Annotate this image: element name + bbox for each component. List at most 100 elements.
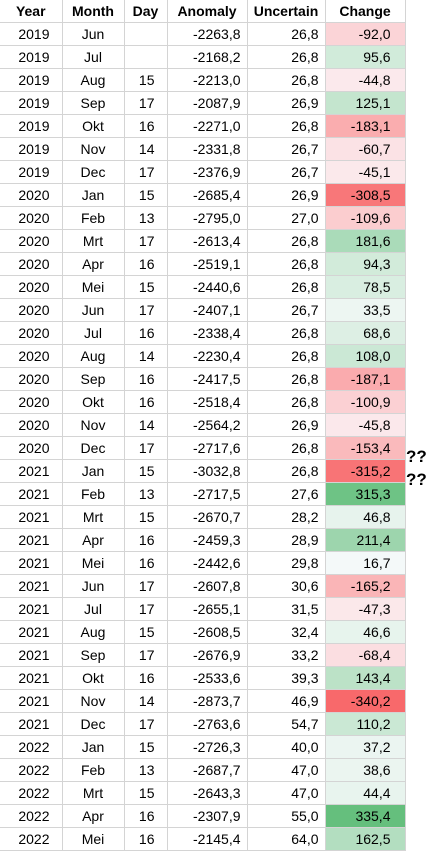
cell-anomaly: -2168,2	[167, 45, 248, 69]
cell-month: Jun	[62, 22, 125, 46]
cell-uncertain: 32,4	[247, 620, 326, 644]
cell-uncertain: 39,3	[247, 666, 326, 690]
cell-month: Sep	[62, 643, 125, 667]
cell-change: -165,2	[325, 574, 406, 598]
cell-month: Dec	[62, 160, 125, 184]
cell-change: 211,4	[325, 528, 406, 552]
header-year: Year	[0, 0, 63, 23]
cell-uncertain: 26,8	[247, 229, 326, 253]
cell-year: 2022	[0, 781, 63, 805]
cell-change: -47,3	[325, 597, 406, 621]
cell-year: 2019	[0, 91, 63, 115]
cell-month: Apr	[62, 528, 125, 552]
cell-year: 2020	[0, 321, 63, 345]
cell-year: 2020	[0, 413, 63, 437]
cell-anomaly: -2726,3	[167, 735, 248, 759]
cell-day: 16	[124, 827, 168, 851]
cell-change: 44,4	[325, 781, 406, 805]
cell-day: 16	[124, 114, 168, 138]
cell-month: Okt	[62, 390, 125, 414]
cell-year: 2020	[0, 344, 63, 368]
cell-change: -68,4	[325, 643, 406, 667]
table-row: 2022 Mei 16 -2145,4 64,0 162,5	[0, 827, 406, 851]
cell-anomaly: -2338,4	[167, 321, 248, 345]
table-row: 2021 Sep 17 -2676,9 33,2 -68,4	[0, 643, 406, 667]
cell-year: 2019	[0, 68, 63, 92]
cell-anomaly: -2608,5	[167, 620, 248, 644]
cell-uncertain: 28,9	[247, 528, 326, 552]
cell-change: -183,1	[325, 114, 406, 138]
cell-day: 15	[124, 735, 168, 759]
cell-year: 2021	[0, 712, 63, 736]
cell-uncertain: 26,8	[247, 275, 326, 299]
cell-anomaly: -2407,1	[167, 298, 248, 322]
cell-month: Aug	[62, 620, 125, 644]
cell-year: 2020	[0, 390, 63, 414]
cell-change: 162,5	[325, 827, 406, 851]
cell-day: 17	[124, 298, 168, 322]
cell-day: 17	[124, 712, 168, 736]
cell-change: -60,7	[325, 137, 406, 161]
cell-year: 2022	[0, 804, 63, 828]
cell-day: 15	[124, 183, 168, 207]
cell-day: 17	[124, 436, 168, 460]
cell-anomaly: -2564,2	[167, 413, 248, 437]
cell-uncertain: 26,9	[247, 413, 326, 437]
cell-anomaly: -2717,6	[167, 436, 248, 460]
cell-day: 16	[124, 528, 168, 552]
cell-uncertain: 26,8	[247, 114, 326, 138]
cell-anomaly: -2442,6	[167, 551, 248, 575]
table-row: 2022 Feb 13 -2687,7 47,0 38,6	[0, 758, 406, 782]
cell-month: Mei	[62, 275, 125, 299]
cell-day: 15	[124, 505, 168, 529]
cell-uncertain: 55,0	[247, 804, 326, 828]
cell-day: 17	[124, 643, 168, 667]
cell-uncertain: 64,0	[247, 827, 326, 851]
cell-day: 14	[124, 137, 168, 161]
cell-uncertain: 26,8	[247, 252, 326, 276]
cell-year: 2021	[0, 597, 63, 621]
cell-anomaly: -2717,5	[167, 482, 248, 506]
table-row: 2022 Mrt 15 -2643,3 47,0 44,4	[0, 781, 406, 805]
cell-day: 13	[124, 758, 168, 782]
cell-change: -153,4	[325, 436, 406, 460]
cell-anomaly: -2643,3	[167, 781, 248, 805]
cell-day: 17	[124, 160, 168, 184]
cell-anomaly: -2670,7	[167, 505, 248, 529]
cell-month: Feb	[62, 482, 125, 506]
cell-uncertain: 29,8	[247, 551, 326, 575]
data-table: Year Month Day Anomaly Uncertain Change …	[0, 0, 406, 851]
table-row: 2020 Aug 14 -2230,4 26,8 108,0	[0, 344, 406, 368]
cell-day: 16	[124, 804, 168, 828]
cell-uncertain: 28,2	[247, 505, 326, 529]
cell-anomaly: -2873,7	[167, 689, 248, 713]
header-change: Change	[325, 0, 406, 23]
cell-uncertain: 26,8	[247, 390, 326, 414]
cell-month: Sep	[62, 367, 125, 391]
cell-day: 15	[124, 781, 168, 805]
cell-day	[124, 22, 168, 46]
cell-anomaly: -2417,5	[167, 367, 248, 391]
cell-month: Aug	[62, 68, 125, 92]
cell-day: 15	[124, 459, 168, 483]
cell-day: 14	[124, 413, 168, 437]
cell-change: -92,0	[325, 22, 406, 46]
cell-year: 2021	[0, 689, 63, 713]
cell-change: 110,2	[325, 712, 406, 736]
cell-uncertain: 27,0	[247, 206, 326, 230]
cell-uncertain: 26,7	[247, 137, 326, 161]
cell-month: Dec	[62, 436, 125, 460]
table-row: 2020 Jun 17 -2407,1 26,7 33,5	[0, 298, 406, 322]
cell-month: Jul	[62, 45, 125, 69]
cell-day: 17	[124, 597, 168, 621]
cell-anomaly: -2331,8	[167, 137, 248, 161]
cell-month: Mrt	[62, 781, 125, 805]
table-row: 2021 Jul 17 -2655,1 31,5 -47,3	[0, 597, 406, 621]
cell-month: Dec	[62, 712, 125, 736]
annotation-marks: ?? ??	[406, 446, 427, 492]
table-row: 2019 Nov 14 -2331,8 26,7 -60,7	[0, 137, 406, 161]
cell-day	[124, 45, 168, 69]
cell-year: 2022	[0, 827, 63, 851]
cell-day: 15	[124, 275, 168, 299]
cell-uncertain: 31,5	[247, 597, 326, 621]
